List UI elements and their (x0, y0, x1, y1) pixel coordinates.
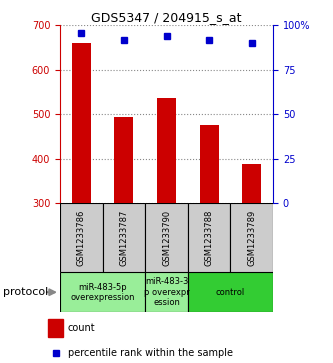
Text: GSM1233788: GSM1233788 (204, 209, 214, 266)
Text: GSM1233787: GSM1233787 (119, 209, 129, 266)
Bar (145, 203, 188, 272)
Bar (230, 203, 273, 272)
Bar (60, 203, 103, 272)
Text: protocol: protocol (3, 287, 49, 297)
Bar (48, 319, 63, 337)
Bar (103, 203, 145, 272)
Bar (242, 164, 261, 203)
Text: control: control (216, 288, 245, 297)
Text: GSM1233789: GSM1233789 (247, 210, 256, 266)
Bar (60, 272, 145, 312)
Bar (199, 125, 219, 203)
Bar (188, 272, 273, 312)
Text: count: count (68, 323, 96, 333)
Text: GSM1233786: GSM1233786 (77, 209, 86, 266)
Text: miR-483-3
p overexpr
ession: miR-483-3 p overexpr ession (144, 277, 189, 307)
Title: GDS5347 / 204915_s_at: GDS5347 / 204915_s_at (91, 11, 242, 24)
Text: percentile rank within the sample: percentile rank within the sample (68, 348, 233, 358)
Bar (114, 118, 134, 203)
Bar (72, 43, 91, 203)
Bar (157, 98, 176, 203)
Text: GSM1233790: GSM1233790 (162, 210, 171, 266)
Bar (188, 203, 230, 272)
Bar (145, 272, 188, 312)
Text: miR-483-5p
overexpression: miR-483-5p overexpression (70, 282, 135, 302)
